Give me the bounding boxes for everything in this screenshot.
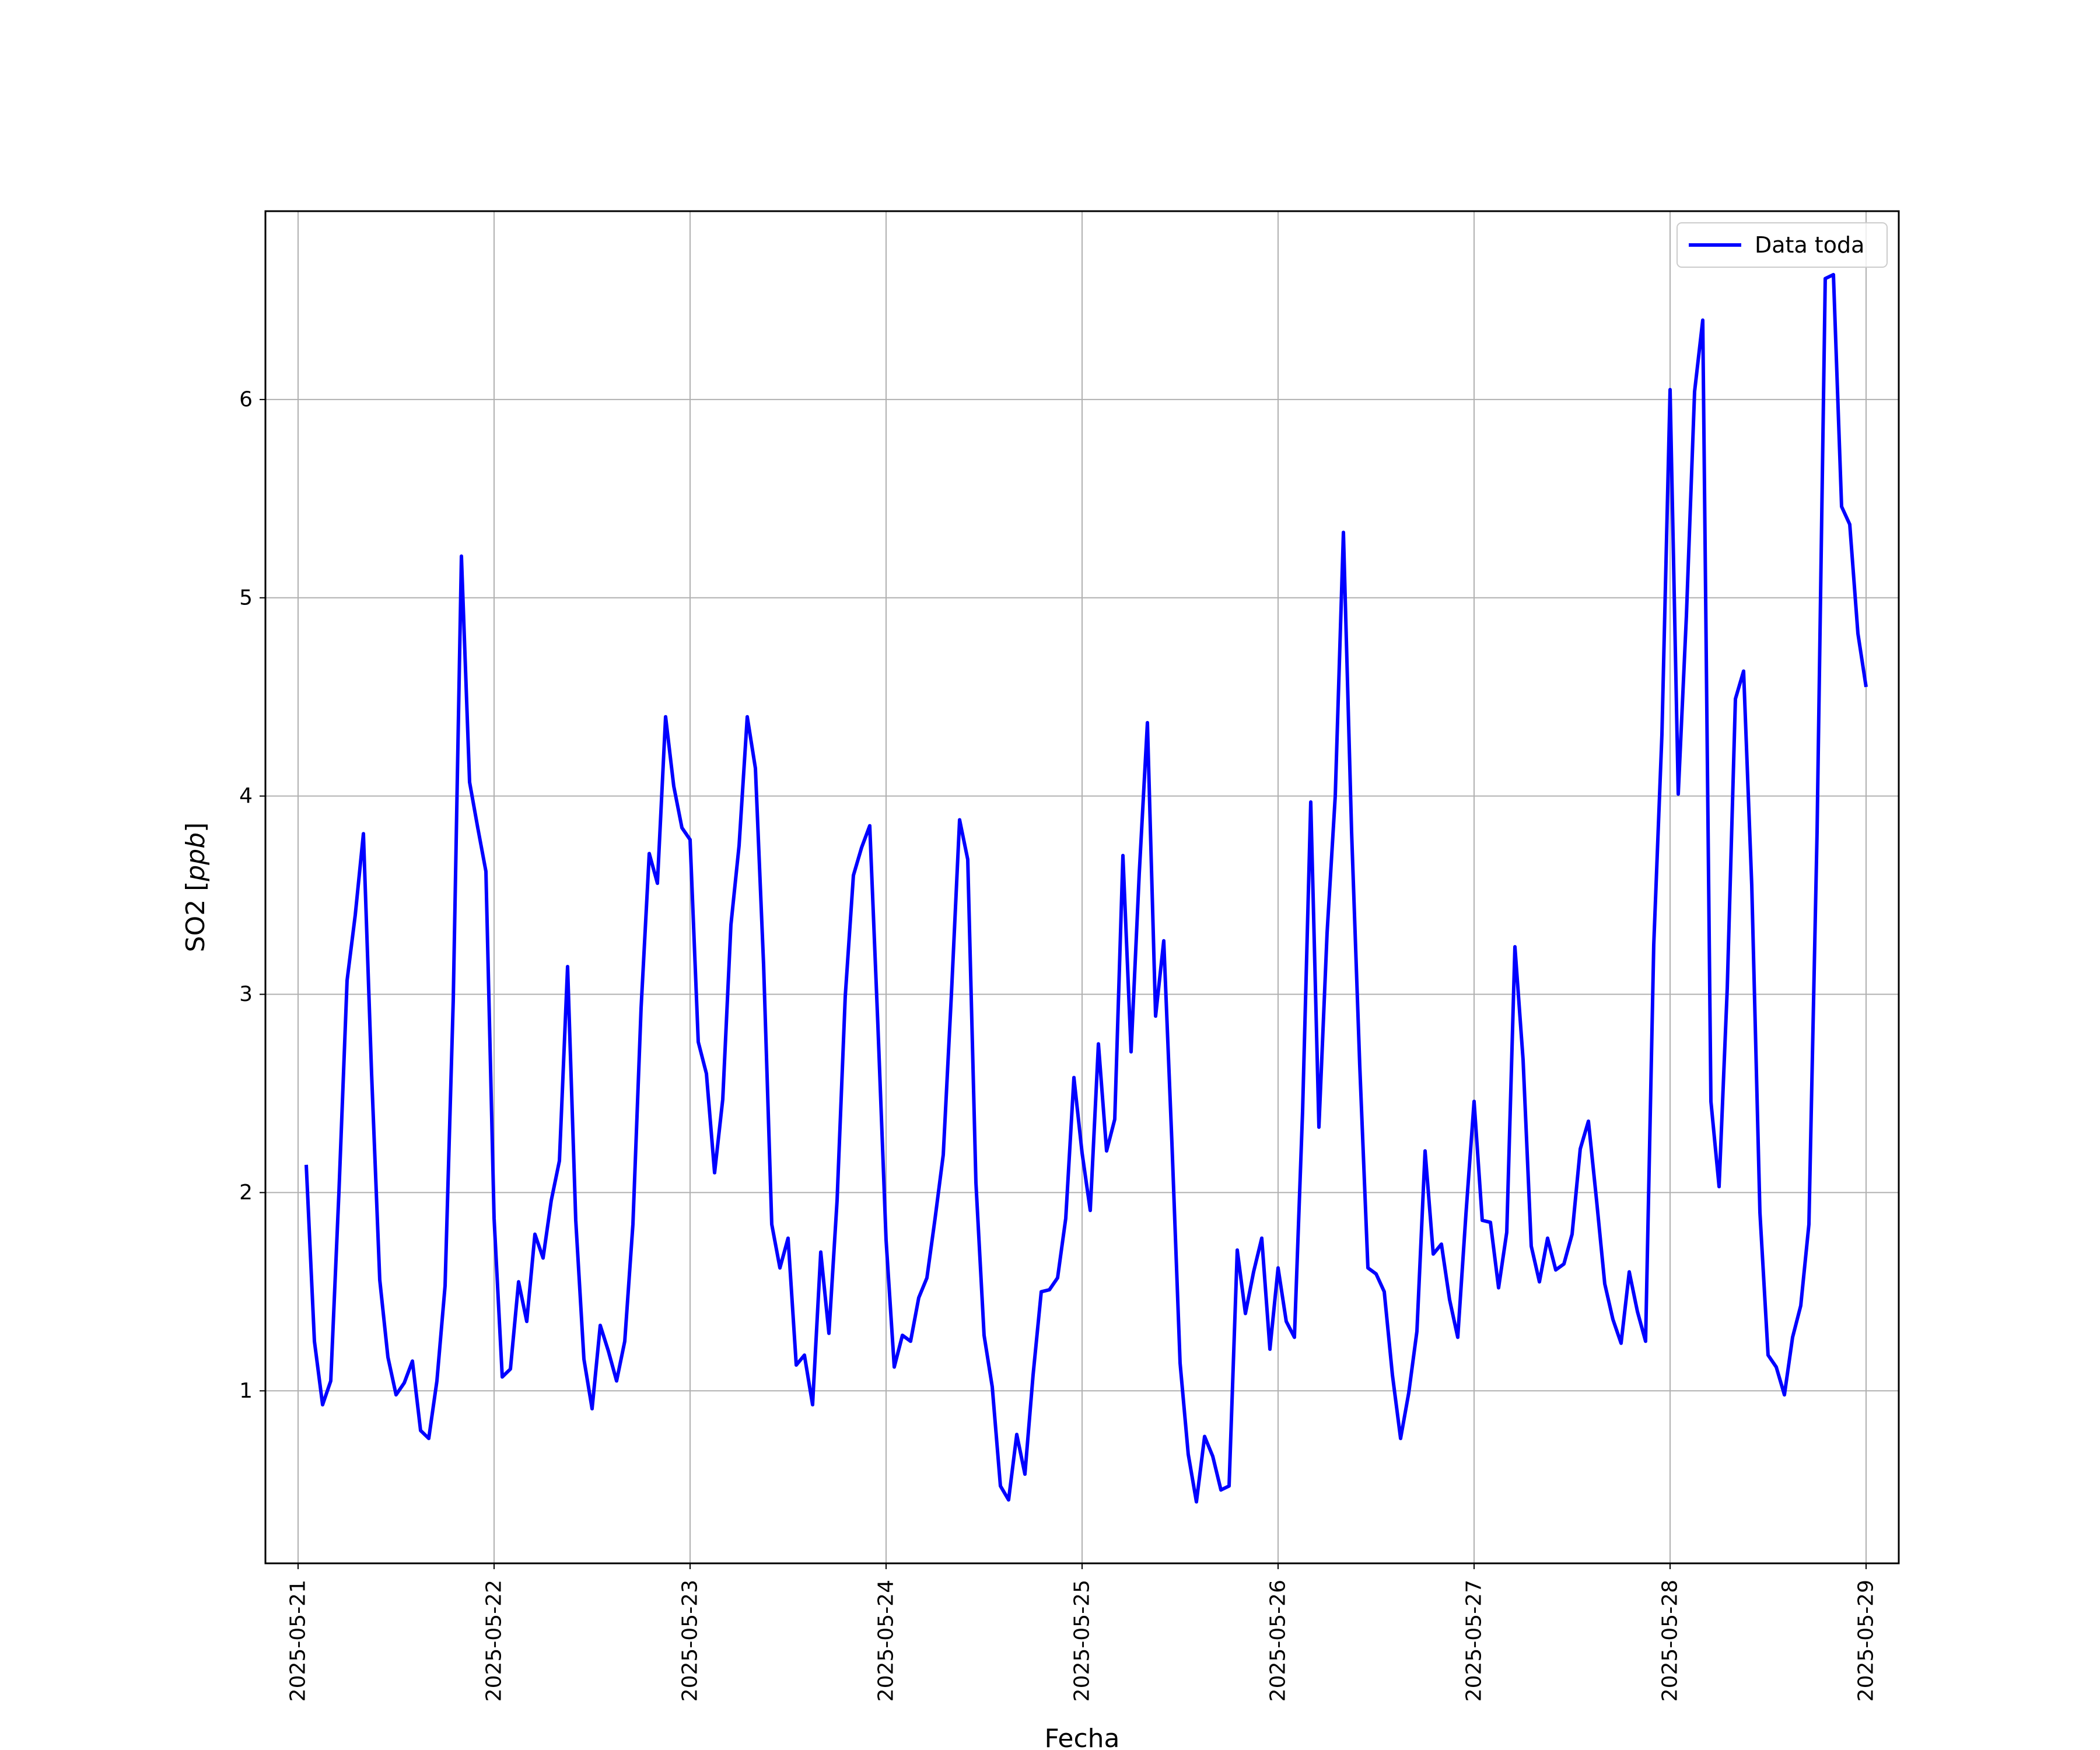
x-tick-label: 2025-05-27 bbox=[1462, 1580, 1486, 1702]
y-tick-label: 2 bbox=[239, 1181, 253, 1205]
y-axis-label-bracket-close: ] bbox=[181, 822, 211, 832]
x-tick-label: 2025-05-29 bbox=[1854, 1580, 1878, 1702]
y-tick-label: 4 bbox=[239, 784, 253, 808]
x-tick-label: 2025-05-26 bbox=[1266, 1580, 1290, 1702]
y-axis-label: SO2 [ppb] bbox=[181, 822, 211, 953]
x-tick-label: 2025-05-25 bbox=[1070, 1580, 1094, 1702]
x-axis-label: Fecha bbox=[1044, 1724, 1119, 1750]
y-axis-label-name: SO2 bbox=[181, 900, 211, 953]
x-tick-label: 2025-05-24 bbox=[874, 1580, 898, 1702]
axis-ticks: 2025-05-21 2025-05-22 2025-05-23 2025-05-24… bbox=[239, 387, 1878, 1702]
y-tick-label: 3 bbox=[239, 982, 253, 1006]
y-tick-label: 6 bbox=[239, 387, 253, 411]
y-tick-label: 5 bbox=[239, 586, 253, 610]
x-tick-label: 2025-05-21 bbox=[286, 1580, 310, 1702]
y-axis-label-bracket-open: [ bbox=[181, 881, 211, 900]
grid bbox=[265, 211, 1899, 1563]
legend: Data toda bbox=[1676, 222, 1888, 268]
series-line-data-toda bbox=[304, 272, 1868, 1504]
x-tick-label: 2025-05-22 bbox=[482, 1580, 506, 1702]
x-tick-label: 2025-05-23 bbox=[678, 1580, 702, 1702]
series-layer bbox=[304, 272, 1868, 1504]
legend-label: Data toda bbox=[1755, 232, 1864, 258]
y-axis-label-unit: ppb bbox=[181, 832, 211, 882]
y-tick-label: 1 bbox=[239, 1379, 253, 1403]
legend-box bbox=[1676, 222, 1888, 268]
x-tick-label: 2025-05-28 bbox=[1658, 1580, 1682, 1702]
